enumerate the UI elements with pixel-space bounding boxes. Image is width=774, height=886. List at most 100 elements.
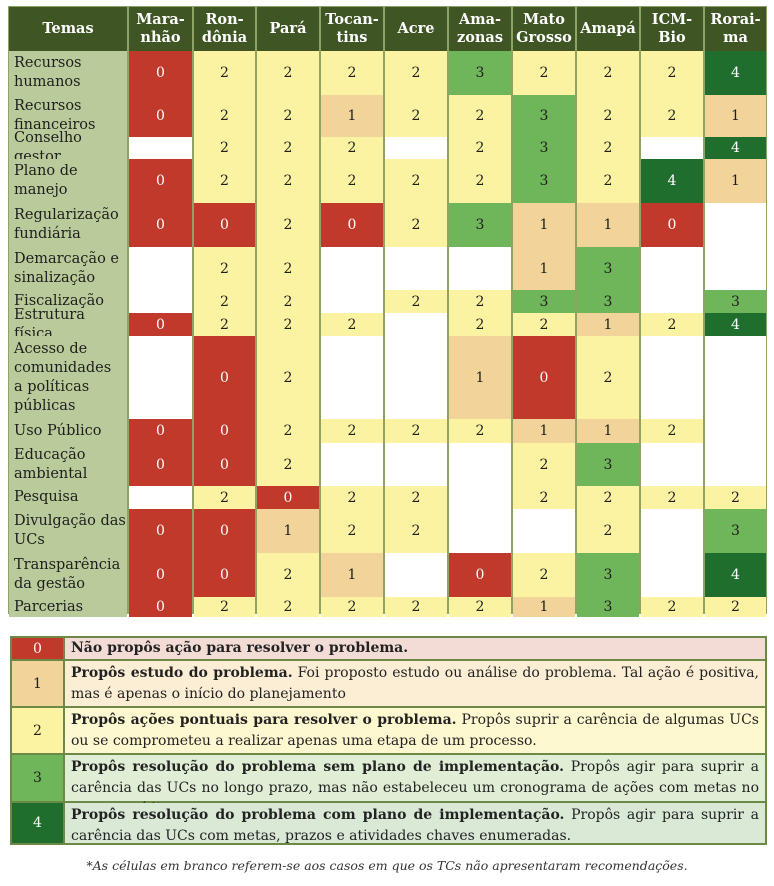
legend-description: Propôs ações pontuais para resolver o pr… xyxy=(65,708,765,753)
legend-code-swatch: 1 xyxy=(12,661,63,706)
score-cell: 1 xyxy=(705,95,766,137)
score-cell: 2 xyxy=(321,137,383,159)
score-cell: 4 xyxy=(705,51,766,95)
row-label: Plano de manejo xyxy=(9,159,127,203)
score-cell: 3 xyxy=(577,597,639,617)
score-cell: 2 xyxy=(577,95,639,137)
score-cell: 2 xyxy=(449,597,511,617)
score-cell: 2 xyxy=(321,597,383,617)
score-cell xyxy=(641,553,703,597)
score-cell xyxy=(641,443,703,486)
score-cell: 3 xyxy=(513,95,575,137)
score-cell: 1 xyxy=(577,419,639,443)
score-cell: 2 xyxy=(577,509,639,553)
score-cell: 3 xyxy=(513,159,575,203)
row-label: Parcerias xyxy=(9,597,127,617)
score-cell: 1 xyxy=(577,313,639,336)
score-cell: 2 xyxy=(513,51,575,95)
score-cell: 3 xyxy=(577,290,639,313)
score-cell xyxy=(385,247,447,290)
score-cell: 2 xyxy=(641,51,703,95)
column-header: Mara- nhão xyxy=(129,7,192,51)
row-label: Transparência da gestão xyxy=(9,553,127,597)
score-cell: 2 xyxy=(321,51,383,95)
row-label: Fiscalização xyxy=(9,290,127,313)
score-cell: 0 xyxy=(129,443,192,486)
score-cell: 2 xyxy=(194,247,255,290)
score-cell: 2 xyxy=(257,419,319,443)
row-label: Estrutura física xyxy=(9,307,127,342)
legend-title: Propôs resolução do problema com plano d… xyxy=(71,807,565,823)
legend-code-swatch: 2 xyxy=(12,708,63,753)
score-cell: 0 xyxy=(449,553,511,597)
score-cell: 2 xyxy=(385,290,447,313)
score-cell: 0 xyxy=(194,419,255,443)
score-cell: 0 xyxy=(194,336,255,419)
score-cell: 2 xyxy=(385,597,447,617)
score-cell: 4 xyxy=(705,137,766,159)
score-cell xyxy=(385,313,447,336)
score-cell: 2 xyxy=(641,597,703,617)
score-cell: 2 xyxy=(385,419,447,443)
score-cell: 3 xyxy=(577,247,639,290)
legend-row: 1 Propôs estudo do problema. Foi proposto… xyxy=(12,661,765,706)
score-cell xyxy=(321,247,383,290)
score-cell: 0 xyxy=(129,51,192,95)
legend-code-swatch: 3 xyxy=(12,755,63,801)
score-cell: 2 xyxy=(577,336,639,419)
row-label: Regularização fundiária xyxy=(9,203,127,247)
score-cell: 2 xyxy=(257,203,319,247)
score-cell: 2 xyxy=(513,553,575,597)
legend-row: 2 Propôs ações pontuais para resolver o p… xyxy=(12,708,765,753)
score-cell: 2 xyxy=(449,290,511,313)
score-cell: 2 xyxy=(257,247,319,290)
score-cell: 1 xyxy=(577,203,639,247)
score-cell: 3 xyxy=(449,51,511,95)
score-cell xyxy=(641,290,703,313)
legend-row: 0 Não propôs ação para resolver o problem… xyxy=(12,638,765,659)
score-cell xyxy=(513,509,575,553)
score-cell: 0 xyxy=(129,597,192,617)
column-header: Tocan- tins xyxy=(321,7,383,51)
score-cell: 2 xyxy=(321,486,383,509)
legend-code-swatch: 4 xyxy=(12,803,63,843)
legend-body: Foi proposto estudo ou análise do proble… xyxy=(71,665,759,702)
score-cell: 2 xyxy=(194,137,255,159)
score-cell: 2 xyxy=(321,509,383,553)
score-cell: 0 xyxy=(129,509,192,553)
score-cell xyxy=(129,486,192,509)
score-cell: 2 xyxy=(577,159,639,203)
score-cell: 2 xyxy=(194,51,255,95)
score-cell: 2 xyxy=(705,597,766,617)
score-cell: 0 xyxy=(129,203,192,247)
score-cell: 0 xyxy=(129,159,192,203)
score-cell: 0 xyxy=(194,509,255,553)
score-cell xyxy=(129,247,192,290)
score-cell: 2 xyxy=(577,51,639,95)
score-cell: 2 xyxy=(641,486,703,509)
score-cell: 2 xyxy=(321,419,383,443)
score-cell xyxy=(705,419,766,443)
score-cell: 0 xyxy=(194,203,255,247)
score-cell xyxy=(385,336,447,419)
score-cell: 2 xyxy=(194,159,255,203)
row-label: Pesquisa xyxy=(9,486,127,509)
score-cell: 2 xyxy=(577,486,639,509)
column-header: ICM- Bio xyxy=(641,7,703,51)
score-cell: 2 xyxy=(194,313,255,336)
row-label: Conselho gestor xyxy=(9,130,127,165)
score-cell: 2 xyxy=(577,137,639,159)
column-header: Ron- dônia xyxy=(194,7,255,51)
score-cell: 2 xyxy=(385,203,447,247)
score-cell: 1 xyxy=(257,509,319,553)
score-cell: 2 xyxy=(385,486,447,509)
score-cell xyxy=(321,290,383,313)
score-cell: 3 xyxy=(577,443,639,486)
score-cell xyxy=(641,509,703,553)
score-cell xyxy=(641,336,703,419)
score-cell: 2 xyxy=(385,159,447,203)
score-cell: 3 xyxy=(705,290,766,313)
score-cell xyxy=(129,137,192,159)
score-cell: 1 xyxy=(705,159,766,203)
score-cell xyxy=(321,443,383,486)
